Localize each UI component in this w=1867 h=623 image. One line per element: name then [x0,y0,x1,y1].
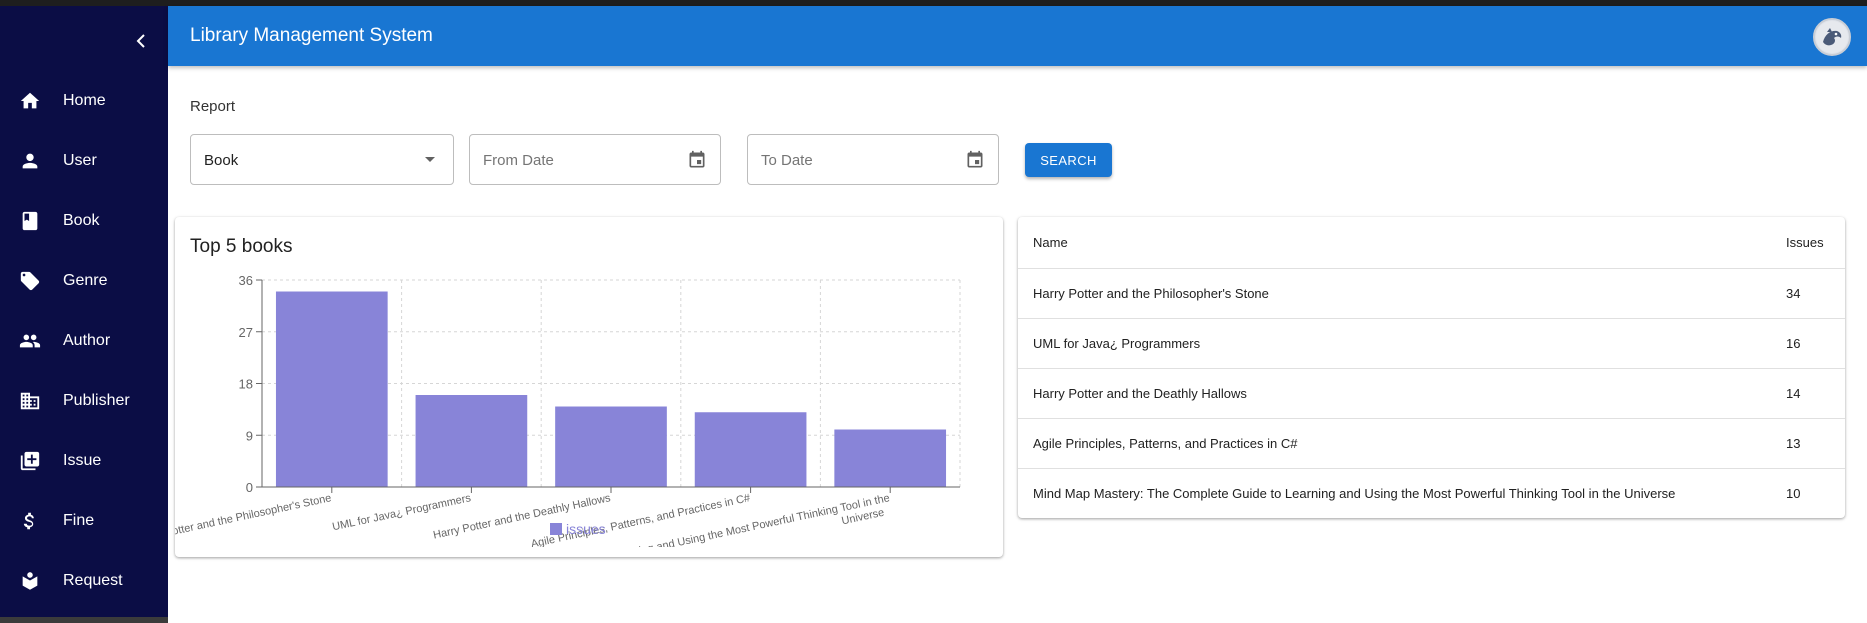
sidebar: Home User Book Genre Author Publisher [0,6,168,617]
cell-name: Agile Principles, Patterns, and Practice… [1033,436,1298,451]
tag-icon [18,269,42,293]
table-row: Harry Potter and the Deathly Hallows 14 [1018,369,1845,419]
top-books-table: Name Issues Harry Potter and the Philoso… [1018,217,1845,518]
x-tick-label: Agile Principles, Patterns, and Practice… [530,492,752,550]
legend-swatch [550,523,562,535]
sidebar-item-author[interactable]: Author [0,316,168,366]
cell-name: Mind Map Mastery: The Complete Guide to … [1033,486,1676,501]
table-row: UML for Java¿ Programmers 16 [1018,319,1845,369]
table-row: Agile Principles, Patterns, and Practice… [1018,419,1845,469]
from-date-field[interactable]: From Date [469,134,721,185]
cell-issues: 13 [1786,436,1801,451]
dollar-icon [18,509,42,533]
sidebar-item-label: Author [63,332,111,349]
bar [415,395,528,487]
sidebar-scroll-edge [0,617,168,623]
bar [694,412,807,487]
report-type-select[interactable]: Book [190,134,454,185]
sidebar-item-genre[interactable]: Genre [0,256,168,306]
book-icon [18,209,42,233]
sidebar-item-label: Request [63,572,123,589]
y-tick-label: 36 [239,273,253,288]
collapse-sidebar-button[interactable] [130,26,152,56]
y-tick-label: 9 [246,428,253,443]
people-icon [18,329,42,353]
y-axis-ticks: 0 9 18 27 36 [239,273,262,495]
column-header-issues: Issues [1786,235,1824,250]
column-header-name: Name [1033,235,1068,250]
calendar-icon[interactable] [964,149,986,171]
dropdown-arrow-icon [419,149,441,171]
chart-legend: issues [550,521,606,537]
report-label: Report [190,98,236,115]
person-icon [18,149,42,173]
sidebar-item-label: Fine [63,512,95,529]
sidebar-item-label: Genre [63,272,108,289]
library-add-icon [18,449,42,473]
sidebar-item-publisher[interactable]: Publisher [0,376,168,426]
calendar-icon[interactable] [686,149,708,171]
to-date-placeholder: To Date [761,152,813,169]
cell-issues: 14 [1786,386,1801,401]
chart-bars [275,291,947,487]
sidebar-item-user[interactable]: User [0,136,168,186]
sidebar-item-issue[interactable]: Issue [0,436,168,486]
chevron-left-icon [136,34,145,48]
sidebar-item-request[interactable]: Request [0,556,168,606]
table-header-row: Name Issues [1018,217,1845,269]
cell-issues: 16 [1786,336,1801,351]
sidebar-item-label: Book [63,212,100,229]
window-top-strip [0,0,1867,6]
table-row: Mind Map Mastery: The Complete Guide to … [1018,469,1845,518]
sidebar-item-book[interactable]: Book [0,196,168,246]
from-date-placeholder: From Date [483,152,554,169]
cell-issues: 10 [1786,486,1801,501]
sidebar-item-label: User [63,152,97,169]
bar [275,291,388,487]
sidebar-item-home[interactable]: Home [0,76,168,126]
sidebar-item-fine[interactable]: Fine [0,496,168,546]
building-icon [18,389,42,413]
bar [834,429,947,487]
avatar[interactable] [1813,18,1851,56]
x-tick-label: Harry Potter and the Philosopher's Stone [175,492,332,545]
cell-name: Harry Potter and the Deathly Hallows [1033,386,1247,401]
cell-name: UML for Java¿ Programmers [1033,336,1201,351]
sidebar-item-label: Issue [63,452,102,469]
top-books-chart-card: Top 5 books 0 9 18 27 36 Harry Potter and th… [175,217,1003,557]
search-button[interactable]: SEARCH [1025,143,1112,177]
bar [555,406,667,487]
table-row: Harry Potter and the Philosopher's Stone… [1018,269,1845,319]
avatar-image-icon [1816,21,1848,53]
app-title: Library Management System [190,25,433,46]
to-date-field[interactable]: To Date [747,134,999,185]
y-tick-label: 27 [239,325,253,340]
x-axis-ticks: Harry Potter and the Philosopher's Stone… [175,487,891,550]
y-tick-label: 18 [239,377,253,392]
cell-name: Harry Potter and the Philosopher's Stone [1033,286,1269,301]
sidebar-item-label: Home [63,92,106,109]
app-bar: Library Management System [168,6,1867,66]
bar-chart: 0 9 18 27 36 Harry Potter and the Philosophe… [175,273,961,550]
book-open-icon [18,569,42,593]
report-type-value: Book [204,152,239,169]
y-tick-label: 0 [246,480,253,495]
cell-issues: 34 [1786,286,1801,301]
sidebar-item-label: Publisher [63,392,130,409]
chart-title: Top 5 books [190,236,293,257]
legend-label: issues [566,521,606,537]
home-icon [18,89,42,113]
